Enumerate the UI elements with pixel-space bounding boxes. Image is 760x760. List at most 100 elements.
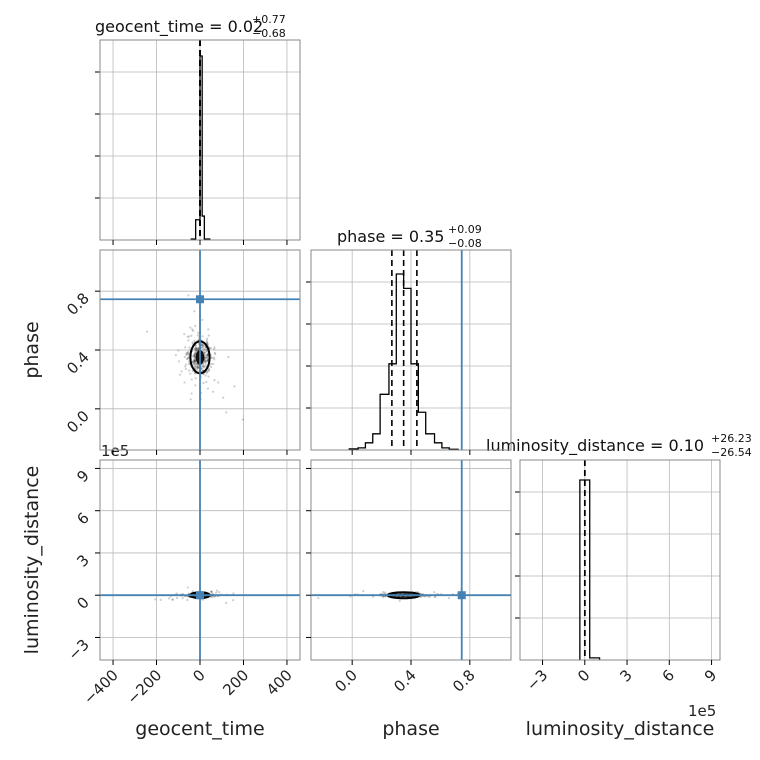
sample-point <box>205 371 208 374</box>
sample-point <box>217 381 220 384</box>
sample-point <box>200 342 203 345</box>
sample-point <box>381 596 385 599</box>
sample-point <box>206 387 210 390</box>
x-tick-label-geocent_time: 200 <box>219 666 252 699</box>
sample-point <box>202 350 205 353</box>
sample-point <box>194 351 197 354</box>
sample-point <box>193 359 197 362</box>
sample-point <box>213 346 216 349</box>
sample-point <box>384 591 387 594</box>
sample-point <box>191 355 194 358</box>
sample-point <box>201 345 205 348</box>
sample-point <box>193 339 196 342</box>
sample-point <box>203 361 206 364</box>
sample-point <box>193 348 196 351</box>
x-tick-label-phase: 0.8 <box>449 666 479 696</box>
sample-point <box>222 396 225 399</box>
sample-point <box>183 381 186 384</box>
sample-point <box>202 366 205 369</box>
sample-point <box>205 356 208 359</box>
sample-point <box>184 367 188 370</box>
sample-point <box>191 329 195 332</box>
sample-point <box>205 356 209 359</box>
sample-point <box>194 360 197 363</box>
sample-point <box>204 362 207 366</box>
sample-point <box>215 589 219 592</box>
sample-point <box>420 595 423 598</box>
panel-frame <box>519 459 721 661</box>
sample-point <box>210 590 213 593</box>
sample-point <box>187 335 191 338</box>
sample-point <box>174 354 177 357</box>
sample-point <box>203 351 207 354</box>
truth-marker <box>457 591 466 600</box>
sample-point <box>193 355 197 358</box>
sample-point <box>195 362 198 365</box>
panel-phase-hist <box>306 249 512 455</box>
sample-point <box>196 363 199 367</box>
sample-point <box>145 330 149 333</box>
sample-point <box>185 353 189 356</box>
x-tick-label-luminosity_distance: 9 <box>701 666 720 685</box>
sample-point <box>206 358 209 361</box>
sample-point <box>187 352 190 355</box>
sample-point <box>207 369 210 372</box>
sample-point <box>204 360 207 363</box>
title-geocent-time: geocent_time = 0.02 <box>95 17 263 37</box>
title-phase-minus: −0.08 <box>448 237 482 250</box>
sample-point <box>203 359 206 362</box>
sample-point <box>187 350 190 353</box>
sample-point <box>193 359 196 362</box>
sample-point <box>209 365 213 369</box>
sample-point <box>225 601 228 604</box>
sample-point <box>193 310 196 313</box>
x-tick-label-geocent_time: −400 <box>80 666 122 708</box>
sample-point <box>206 354 209 357</box>
sample-point <box>201 346 204 350</box>
sample-point <box>207 367 211 370</box>
sample-point <box>193 360 197 363</box>
sample-point <box>212 356 216 359</box>
sample-point <box>202 381 205 385</box>
sample-point <box>195 365 198 368</box>
sample-point <box>159 598 162 602</box>
sample-point <box>187 356 190 360</box>
sample-point <box>187 339 190 342</box>
sample-point <box>398 599 401 602</box>
sample-point <box>211 390 215 393</box>
offset-text-y-luminosity-distance: 1e5 <box>101 442 129 460</box>
sample-point <box>184 363 188 366</box>
sample-point <box>178 373 182 376</box>
sample-point <box>187 353 191 356</box>
sample-point <box>193 362 196 365</box>
sample-point <box>194 358 197 362</box>
sample-point <box>201 349 204 352</box>
y-tick-label-luminosity_distance: 9 <box>73 467 92 486</box>
sample-point <box>433 595 437 599</box>
sample-point <box>196 366 200 369</box>
sample-point <box>171 598 174 601</box>
sample-point <box>191 360 194 363</box>
sample-point <box>203 352 206 355</box>
sample-point <box>206 341 209 344</box>
x-tick-label-geocent_time: 0 <box>189 666 208 685</box>
sample-point <box>184 353 188 356</box>
sample-point <box>184 346 187 349</box>
sample-point <box>196 334 199 337</box>
sample-point <box>203 358 207 361</box>
sample-point <box>190 392 193 395</box>
sample-point <box>186 357 189 360</box>
sample-point <box>193 360 196 363</box>
sample-point <box>233 385 236 388</box>
sample-point <box>205 354 208 357</box>
y-tick-label-luminosity_distance: 6 <box>73 509 92 528</box>
sample-point <box>201 364 204 367</box>
sample-point <box>193 353 196 357</box>
sample-point <box>187 360 191 363</box>
sample-point <box>187 356 190 359</box>
sample-point <box>204 374 207 377</box>
sample-point <box>205 337 209 340</box>
sample-point <box>180 370 183 373</box>
sample-point <box>191 341 194 344</box>
